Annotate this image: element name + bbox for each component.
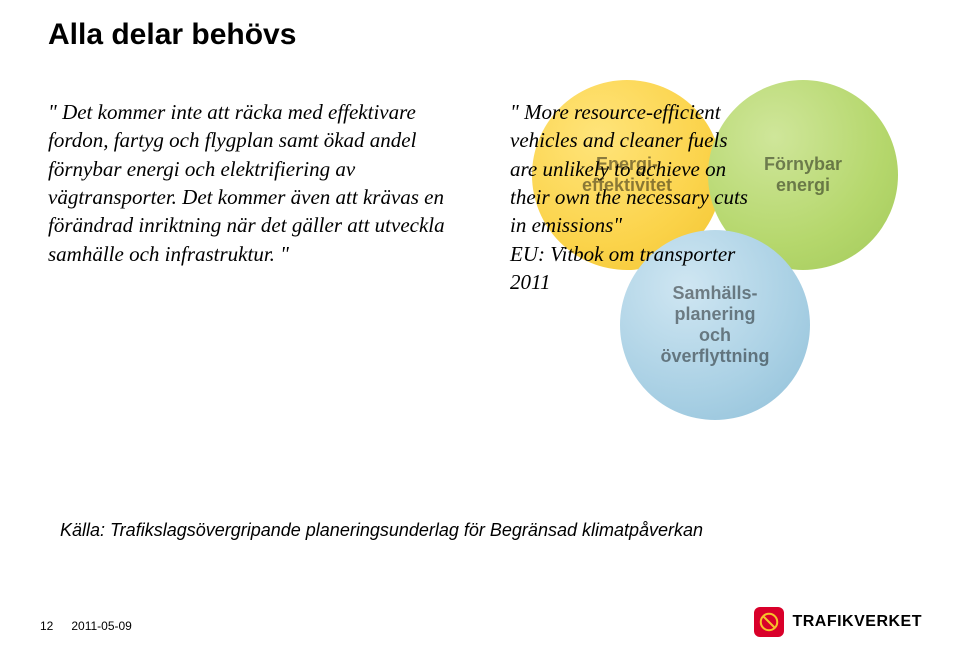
source-citation: Källa: Trafikslagsövergripande planering… [60, 520, 703, 541]
right-quote-line: vehicles and cleaner fuels [510, 126, 930, 154]
right-quote-line: their own the necessary cuts [510, 183, 930, 211]
logo-badge-icon [754, 607, 784, 637]
right-quote-line: EU: Vitbok om transporter [510, 240, 930, 268]
footer: 12 2011-05-09 [40, 619, 132, 633]
logo-text: TRAFIKVERKET [792, 613, 922, 631]
right-quote-line: " More resource-efficient [510, 98, 930, 126]
left-quote: " Det kommer inte att räcka med effektiv… [48, 98, 468, 268]
right-quote-line: in emissions" [510, 211, 930, 239]
page-number: 12 [40, 619, 68, 633]
right-quote-line: are unlikely to achieve on [510, 155, 930, 183]
right-quote: " More resource-efficient vehicles and c… [510, 98, 930, 296]
trafikverket-logo: TRAFIKVERKET [754, 607, 922, 637]
page-title: Alla delar behövs [48, 18, 296, 52]
footer-date: 2011-05-09 [71, 619, 132, 633]
right-quote-line: 2011 [510, 268, 930, 296]
